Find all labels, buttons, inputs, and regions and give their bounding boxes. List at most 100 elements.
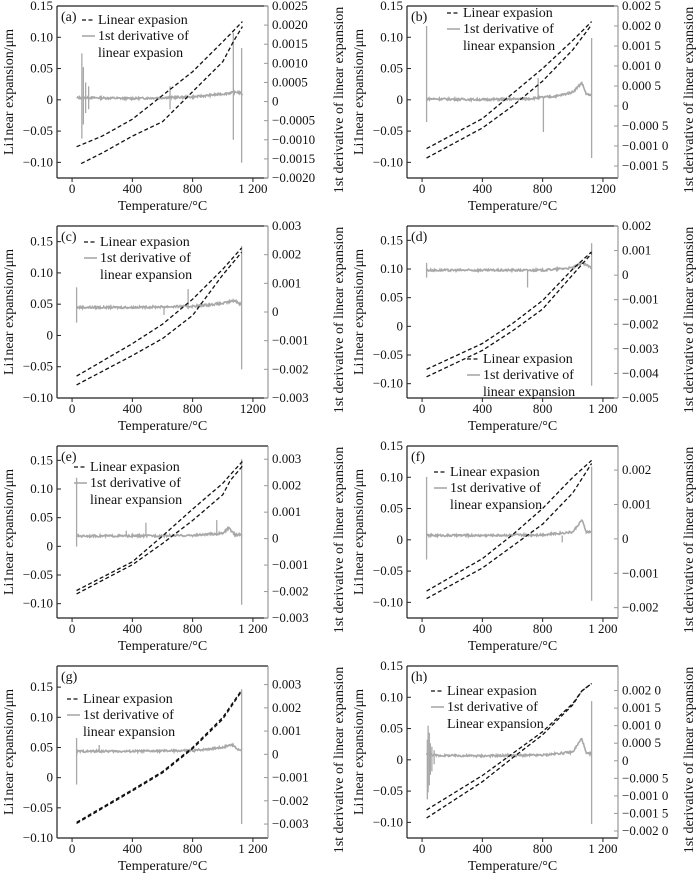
x-tick-label: 800 (183, 181, 203, 196)
panel-label: (f) (411, 450, 425, 465)
y-tick-label: 0.05 (30, 510, 53, 525)
y-tick-label: 0.05 (30, 739, 53, 754)
legend-label: linear expansion (100, 268, 192, 283)
y2-tick-label: −0.001 5 (622, 805, 668, 820)
y2-tick-label: −0.001 0 (622, 138, 668, 153)
expansion-curve-upper (76, 689, 243, 823)
y-tick-label: 0 (397, 92, 404, 107)
x-axis-title: Temperature/°C (118, 199, 207, 214)
y-tick-label: 0.10 (30, 29, 53, 44)
legend-label: 1st derivative of (447, 700, 538, 715)
y2-tick-label: −0.003 (622, 341, 659, 356)
y2-tick-label: 0.001 (272, 504, 301, 519)
y-tick-label: 0.15 (30, 0, 53, 13)
x-tick-label: 0 (69, 621, 76, 636)
expansion-curve-upper (426, 251, 593, 370)
y-tick-label: 0 (397, 318, 404, 333)
chart-panel-d: 0 400 800 1 200 0.15 0.10 0.05 0 −0.05 −0.10 0.002… (350, 220, 700, 440)
y2-tick-label: −0.001 (272, 333, 309, 348)
x-tick-label: 400 (123, 401, 143, 416)
expansion-curve-lower (426, 253, 593, 378)
legend-label: Linear expasion (90, 460, 180, 475)
y2-tick-label: 0.001 0 (622, 58, 661, 73)
x-axis-title: Temperature/°C (468, 859, 557, 874)
legend-label: Linear expasion (447, 684, 537, 699)
legend-label: 1st derivative of (483, 368, 574, 383)
y-tick-label: 0.15 (30, 679, 53, 694)
x-tick-label: 0 (69, 841, 76, 856)
expansion-curve-upper (426, 459, 593, 592)
x-axis-title: Temperature/°C (468, 419, 557, 434)
y-tick-label: 0.05 (380, 721, 403, 736)
legend-label: Linear expasion (100, 235, 190, 250)
y2-tick-label: −0.003 (272, 816, 309, 831)
chart-svg: 0 400 800 1200 0.15 0.10 0.05 0 −0.05 −0.10 0.002 … (352, 0, 697, 214)
legend-label: 1st derivative of (463, 22, 554, 37)
y2-tick-label: 0.0010 (272, 55, 308, 70)
y2-tick-label: −0.001 (272, 770, 309, 785)
derivative-line (425, 261, 593, 274)
y-tick-label: −0.05 (23, 800, 53, 815)
x-tick-label: 800 (533, 401, 553, 416)
y-tick-label: 0.15 (380, 0, 403, 13)
chart-svg: 0 400 800 1 200 0.15 0.10 0.05 0 −0.05 −0.10 0.003… (2, 445, 347, 654)
x-tick-label: 800 (533, 181, 553, 196)
y2-tick-label: 0.001 5 (622, 700, 661, 715)
y2-tick-label: 0.002 0 (622, 18, 661, 33)
expansion-curve-lower (76, 465, 243, 595)
x-axis-title: Temperature/°C (118, 639, 207, 654)
chart-panel-e: 0 400 800 1 200 0.15 0.10 0.05 0 −0.05 −0.10 0.003… (0, 440, 350, 660)
chart-panel-h: 0 400 800 1 200 0.15 0.10 0.05 0 −0.05 −0.10 0.002… (350, 660, 700, 880)
x-tick-label: 1 200 (238, 181, 267, 196)
y2-tick-label: 0.002 0 (622, 683, 661, 698)
y2-tick-label: 0 (272, 746, 279, 761)
y-tick-label: −0.10 (373, 376, 403, 391)
y2-tick-label: 0.002 5 (622, 0, 661, 13)
derivative-line (76, 298, 242, 311)
y-tick-label: 0.10 (380, 261, 403, 276)
legend-label: Linear expasion (83, 692, 173, 707)
y2-tick-label: −0.000 5 (622, 770, 668, 785)
y2-tick-label: 0.001 5 (622, 38, 661, 53)
derivative-series (425, 243, 593, 386)
y2-tick-label: −0.001 0 (622, 788, 668, 803)
y-tick-label: 0.10 (30, 265, 53, 280)
x-tick-label: 800 (183, 401, 203, 416)
x-tick-label: 0 (419, 401, 426, 416)
legend-label: Linear expansion (447, 717, 544, 732)
legend-label: linear expansion (83, 725, 175, 740)
panel-label: (g) (61, 670, 78, 685)
panel-label: (a) (61, 10, 77, 25)
y2-tick-label: 0 (272, 531, 279, 546)
y-tick-label: 0.10 (30, 481, 53, 496)
y-tick-label: 0 (47, 770, 54, 785)
chart-svg: 0 400 800 1 200 0.15 0.10 0.05 0 −0.05 −0.10 0.003… (2, 665, 347, 874)
y-tick-label: −0.05 (23, 123, 53, 138)
y-tick-label: −0.05 (23, 359, 53, 374)
x-tick-label: 400 (473, 401, 493, 416)
y-tick-label: 0.15 (30, 452, 53, 467)
x-tick-label: 400 (473, 181, 493, 196)
derivative-series (75, 689, 243, 825)
y2-tick-label: 0.0025 (272, 0, 308, 13)
y2-tick-label: −0.0015 (272, 151, 315, 166)
y2-axis-title: 1st derivative of linear expansion (682, 447, 697, 634)
y2-axis-title: 1st derivative of linear expansion (332, 447, 347, 634)
x-tick-label: 800 (183, 621, 203, 636)
legend-label: Linear expasion (483, 352, 573, 367)
expansion-curve-upper (76, 247, 243, 377)
expansion-curve-lower (426, 463, 593, 600)
y2-tick-label: −0.001 (622, 565, 659, 580)
y2-tick-label: −0.001 (622, 292, 659, 307)
y-tick-label: 0 (47, 327, 54, 342)
y2-tick-label: −0.003 (272, 610, 309, 625)
x-tick-label: 1 200 (238, 841, 267, 856)
y2-tick-label: −0.0020 (272, 170, 315, 185)
y-tick-label: 0.05 (380, 290, 403, 305)
x-tick-label: 0 (69, 181, 76, 196)
y-tick-label: −0.05 (373, 347, 403, 362)
